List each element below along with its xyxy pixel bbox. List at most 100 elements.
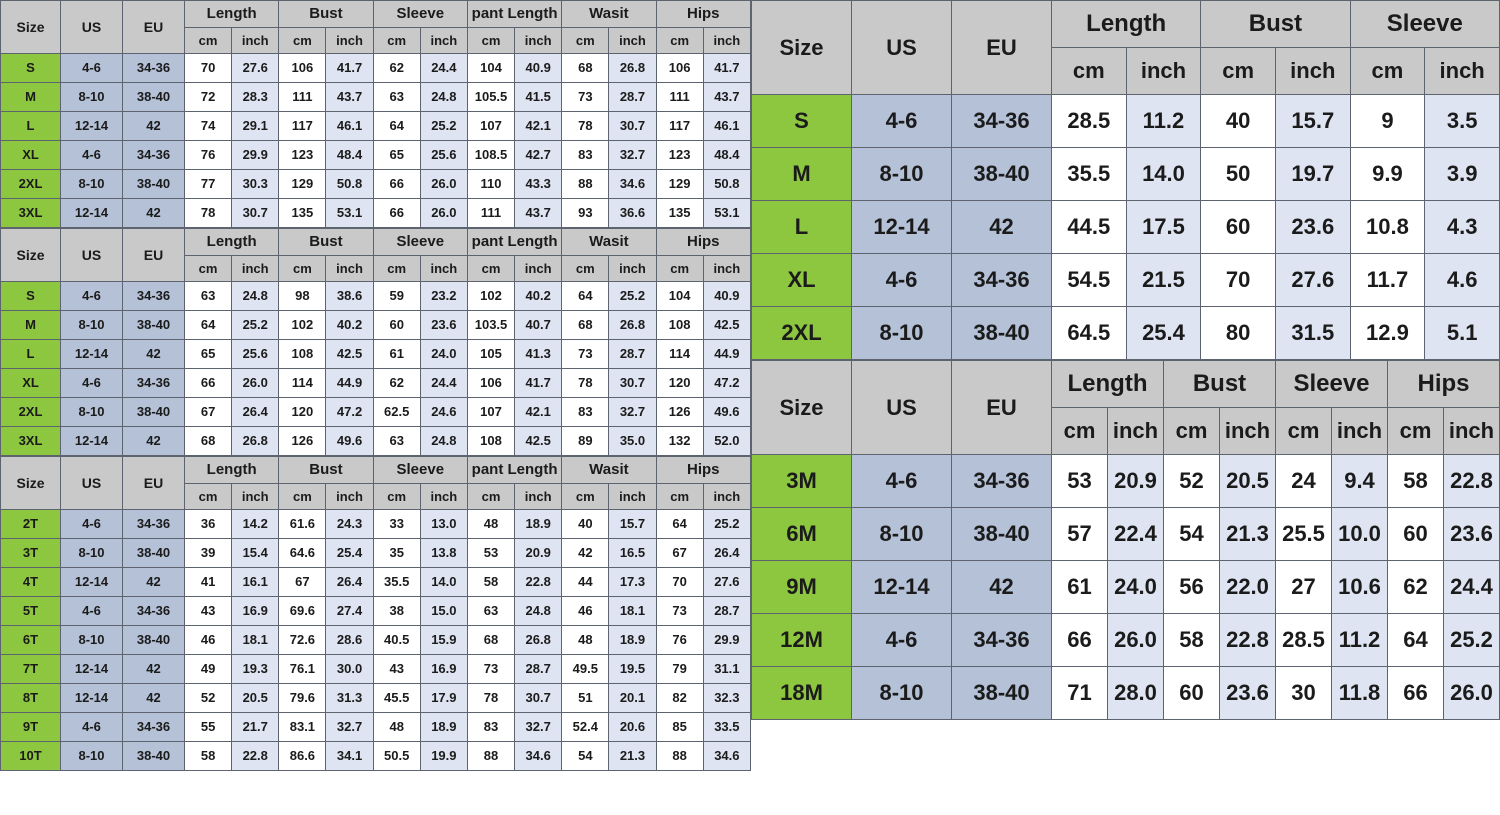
table-row: 18M 8-10 38-40 71 28.0 60 23.6 30 11.8 66 26.0: [751, 666, 1500, 720]
cell-eu: 38-40: [951, 507, 1052, 561]
cell-value-cm: 120: [655, 368, 704, 398]
cell-value-inch: 28.3: [231, 82, 280, 112]
cell-value-cm: 86.6: [278, 741, 327, 771]
unit-header-cm: cm: [372, 483, 421, 510]
cell-value-inch: 50.8: [702, 169, 752, 199]
cell-us: 4-6: [851, 253, 952, 307]
table-row: 12M 4-6 34-36 66 26.0 58 22.8 28.5 11.2 64 25.2: [751, 613, 1500, 667]
cell-value-inch: 43.7: [702, 82, 752, 112]
cell-value-cm: 41: [183, 567, 233, 597]
unit-header-cm: cm: [1200, 47, 1276, 95]
cell-value-inch: 23.6: [1443, 507, 1500, 561]
cell-value-inch: 20.9: [1107, 454, 1164, 508]
cell-value-inch: 48.4: [702, 140, 752, 170]
cell-size: 7T: [0, 654, 61, 684]
table-row: S 4-6 34-36 28.5 11.2 40 15.7 9 3.5: [751, 94, 1500, 148]
cell-value-inch: 28.0: [1107, 666, 1164, 720]
cell-value-inch: 25.2: [608, 281, 657, 311]
cell-value-cm: 58: [1163, 613, 1220, 667]
unit-header-cm: cm: [1051, 47, 1127, 95]
measure-group-header: Hips: [655, 228, 752, 256]
cell-value-inch: 16.9: [231, 596, 280, 626]
measure-group-header: pant Length: [466, 228, 563, 256]
cell-value-cm: 117: [278, 111, 327, 141]
cell-value-cm: 46: [183, 625, 233, 655]
cell-value-inch: 20.5: [1219, 454, 1276, 508]
cell-value-cm: 49: [183, 654, 233, 684]
cell-value-cm: 50.5: [372, 741, 421, 771]
cell-size: 9M: [751, 560, 852, 614]
cell-size: 5T: [0, 596, 61, 626]
cell-size: L: [0, 339, 61, 369]
cell-value-cm: 73: [466, 654, 516, 684]
cell-value-inch: 15.9: [419, 625, 468, 655]
cell-size: 8T: [0, 683, 61, 713]
cell-value-inch: 30.7: [231, 198, 280, 228]
cell-value-cm: 78: [561, 111, 610, 141]
unit-header-inch: inch: [231, 483, 280, 510]
cell-value-inch: 13.0: [419, 509, 468, 539]
cell-value-inch: 32.7: [608, 397, 657, 427]
table-header-row-units: cm inch cm inch cm inch cm inch cm inch cm inch: [1, 255, 752, 282]
cell-value-cm: 57: [1051, 507, 1108, 561]
size-header: Size: [0, 0, 61, 54]
cell-value-inch: 19.5: [608, 654, 657, 684]
cell-value-cm: 107: [466, 397, 516, 427]
cell-value-inch: 40.2: [325, 310, 374, 340]
cell-value-cm: 24: [1275, 454, 1332, 508]
cell-value-inch: 13.8: [419, 538, 468, 568]
cell-value-cm: 80: [1200, 306, 1276, 360]
cell-size: XL: [751, 253, 852, 307]
unit-header-cm: cm: [1163, 407, 1220, 455]
cell-value-inch: 26.0: [1107, 613, 1164, 667]
cell-value-cm: 66: [372, 198, 421, 228]
table-row: 8T 12-14 42 52 20.5 79.6 31.3 45.5 17.9 78 30.7 51 2…: [0, 683, 752, 713]
cell-value-inch: 16.9: [419, 654, 468, 684]
unit-header-inch: inch: [608, 27, 657, 54]
size-header: Size: [751, 0, 852, 95]
unit-header-cm: cm: [466, 483, 516, 510]
unit-header-cm: cm: [1275, 407, 1332, 455]
cell-value-inch: 41.5: [514, 82, 563, 112]
cell-us: 12-14: [60, 111, 123, 141]
left-panel: Size US EU Length Bust Sleeve pant Length Wasit…: [0, 0, 752, 771]
cell-value-cm: 79.6: [278, 683, 327, 713]
cell-value-cm: 40.5: [372, 625, 421, 655]
cell-value-inch: 10.6: [1331, 560, 1388, 614]
cell-value-cm: 35.5: [372, 567, 421, 597]
cell-value-cm: 48: [466, 509, 516, 539]
cell-value-cm: 85: [655, 712, 704, 742]
cell-value-cm: 68: [561, 310, 610, 340]
cell-value-cm: 105: [466, 339, 516, 369]
cell-us: 12-14: [60, 198, 123, 228]
cell-value-inch: 24.4: [419, 368, 468, 398]
cell-eu: 42: [122, 198, 185, 228]
cell-value-cm: 53: [1051, 454, 1108, 508]
table-row: 2XL 8-10 38-40 64.5 25.4 80 31.5 12.9 5.1: [751, 306, 1500, 360]
size-header: Size: [751, 360, 852, 455]
cell-value-inch: 15.0: [419, 596, 468, 626]
unit-header-cm: cm: [655, 27, 704, 54]
cell-value-inch: 26.8: [608, 53, 657, 83]
cell-us: 4-6: [851, 454, 952, 508]
table-header-row-groups: Size US EU Length Bust Sleeve pant Length Wasit…: [0, 0, 752, 54]
unit-header-cm: cm: [466, 255, 516, 282]
cell-value-cm: 83: [561, 140, 610, 170]
cell-value-inch: 27.6: [1274, 253, 1351, 307]
table-row: 7T 12-14 42 49 19.3 76.1 30.0 43 16.9 73 28.7 49.5 1…: [0, 654, 752, 684]
cell-value-cm: 62.5: [372, 397, 421, 427]
cell-value-inch: 25.6: [231, 339, 280, 369]
table-row: 3T 8-10 38-40 39 15.4 64.6 25.4 35 13.8 53 20.9 42 1…: [0, 538, 752, 568]
cell-eu: 42: [951, 560, 1052, 614]
unit-header-cm: cm: [278, 255, 327, 282]
unit-header-inch: inch: [231, 27, 280, 54]
cell-eu: 38-40: [122, 397, 185, 427]
cell-value-cm: 63: [372, 82, 421, 112]
cell-size: 2XL: [0, 397, 61, 427]
unit-header-cm: cm: [278, 483, 327, 510]
cell-value-inch: 52.0: [702, 426, 752, 456]
cell-value-inch: 49.6: [702, 397, 752, 427]
cell-value-cm: 58: [183, 741, 233, 771]
unit-header-inch: inch: [608, 255, 657, 282]
table-header-row-groups: Size US EU Length Bust Sleeve pant Length Wasit…: [0, 456, 752, 510]
